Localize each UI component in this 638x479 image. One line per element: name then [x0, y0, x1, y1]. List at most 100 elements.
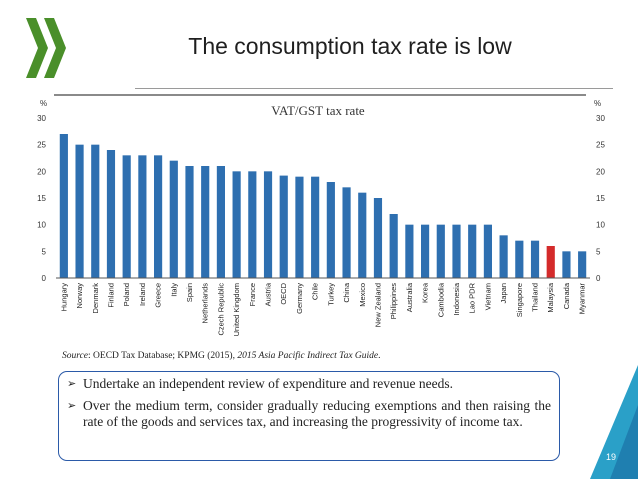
y-tick-label-right: 0: [596, 274, 601, 283]
y-axis-right: 0 5 10 15 20 25 30: [596, 114, 605, 283]
bar-france: [248, 171, 257, 278]
y-axis-right-unit: %: [594, 99, 601, 108]
y-tick-label-right: 15: [596, 194, 605, 203]
bar-singapore: [515, 240, 524, 278]
bar-greece: [154, 155, 163, 278]
slide-title: The consumption tax rate is low: [188, 33, 512, 59]
x-tick-label: Thailand: [531, 283, 540, 312]
bullet-text: Undertake an independent review of expen…: [83, 376, 453, 391]
bar-czech-republic: [216, 166, 225, 278]
x-tick-label: Mexico: [358, 283, 367, 307]
source-note: Source: OECD Tax Database; KPMG (2015), …: [62, 351, 381, 361]
x-tick-label: Lao PDR: [468, 282, 477, 313]
x-tick-label: Austria: [264, 282, 273, 306]
bar-oecd: [279, 175, 288, 278]
recommendations-box: ➢ Undertake an independent review of exp…: [58, 371, 560, 461]
bar-mexico: [358, 192, 367, 278]
x-tick-label: Ireland: [138, 283, 147, 306]
chart-frame: [54, 94, 586, 96]
bar-new-zealand: [373, 198, 383, 278]
x-tick-label: Malaysia: [546, 282, 555, 312]
chart-title: VAT/GST tax rate: [271, 103, 365, 118]
bar-norway: [75, 144, 84, 278]
y-tick-label-left: 0: [42, 274, 47, 283]
bar-philippines: [389, 214, 398, 278]
bar-canada: [562, 251, 571, 278]
x-tick-label: Japan: [499, 283, 508, 303]
x-tick-label: Norway: [75, 283, 84, 309]
y-tick-label-left: 30: [37, 114, 46, 123]
x-tick-label: Australia: [405, 282, 414, 312]
bars: [59, 134, 587, 278]
y-tick-label-right: 25: [596, 141, 605, 150]
bar-korea: [421, 224, 430, 278]
y-tick-label-left: 20: [37, 167, 46, 176]
x-tick-label: Poland: [122, 283, 131, 306]
bar-turkey: [326, 182, 335, 278]
corner-decoration-icon: [590, 365, 638, 479]
source-italic: 2015 Asia Pacific Indirect Tax Guide: [237, 351, 379, 361]
x-tick-label: United Kingdom: [232, 283, 241, 336]
y-axis-left: 0 5 10 15 20 25 30: [37, 114, 46, 283]
x-tick-label: Czech Republic: [216, 283, 225, 336]
x-tick-label: China: [342, 282, 351, 302]
bar-spain: [185, 166, 194, 278]
x-tick-label: Denmark: [91, 283, 100, 314]
oecd-logo-icon: [26, 18, 66, 78]
x-axis-labels: Hungary Norway Denmark Finland Poland Ireland…: [59, 282, 586, 336]
bullet-item: ➢ Undertake an independent review of exp…: [67, 376, 551, 393]
x-tick-label: Canada: [562, 282, 571, 309]
x-tick-label: Spain: [185, 283, 194, 302]
bar-cambodia: [436, 224, 445, 278]
bar-chile: [311, 176, 320, 278]
x-tick-label: Italy: [169, 283, 178, 297]
x-tick-label: Indonesia: [452, 282, 461, 315]
x-tick-label: Netherlands: [201, 283, 210, 324]
source-prefix: Source: [62, 351, 89, 361]
bullet-text: Over the medium term, consider gradually…: [83, 397, 551, 430]
x-tick-label: Germany: [295, 283, 304, 314]
bar-myanmar: [578, 251, 587, 278]
x-tick-label: Greece: [154, 283, 163, 308]
x-tick-label: New Zealand: [373, 283, 382, 327]
x-tick-label: Cambodia: [436, 282, 445, 317]
bar-austria: [263, 171, 273, 278]
x-tick-label: Singapore: [515, 283, 524, 317]
arrow-bullet-icon: ➢: [67, 399, 77, 412]
bar-hungary: [59, 134, 68, 278]
x-tick-label: Korea: [421, 282, 430, 303]
x-tick-label: Finland: [106, 283, 115, 308]
bar-thailand: [530, 240, 540, 278]
title-divider: [135, 88, 613, 89]
bar-denmark: [91, 144, 100, 278]
x-tick-label: Myanmar: [578, 283, 587, 315]
x-tick-label: OECD: [279, 282, 288, 304]
bar-lao-pdr: [468, 224, 477, 278]
y-tick-label-right: 20: [596, 167, 605, 176]
bar-united-kingdom: [232, 171, 241, 278]
y-tick-label-right: 30: [596, 114, 605, 123]
source-text: : OECD Tax Database; KPMG (2015),: [88, 351, 238, 361]
y-axis-left-unit: %: [40, 99, 47, 108]
bar-indonesia: [452, 224, 461, 278]
bar-finland: [106, 150, 116, 278]
x-tick-label: Vietnam: [483, 283, 492, 310]
bar-vietnam: [483, 224, 492, 278]
bar-germany: [295, 176, 304, 278]
bar-australia: [405, 224, 414, 278]
y-tick-label-right: 10: [596, 221, 605, 230]
bar-italy: [169, 160, 178, 278]
bar-poland: [122, 155, 131, 278]
y-tick-label-left: 5: [42, 247, 47, 256]
x-tick-label: Hungary: [59, 283, 68, 312]
source-suffix: .: [378, 351, 381, 361]
bar-ireland: [138, 155, 147, 278]
bar-netherlands: [201, 166, 210, 278]
page-number: 19: [606, 452, 617, 462]
x-tick-label: Turkey: [326, 283, 335, 306]
bullet-item: ➢ Over the medium term, consider gradual…: [67, 398, 551, 431]
arrow-bullet-icon: ➢: [67, 378, 77, 390]
bar-malaysia: [546, 246, 555, 278]
vat-bar-chart: VAT/GST tax rate % % 0 5 10 15 20 25 30 0 5 10 15…: [37, 94, 605, 336]
y-tick-label-right: 5: [596, 247, 601, 256]
